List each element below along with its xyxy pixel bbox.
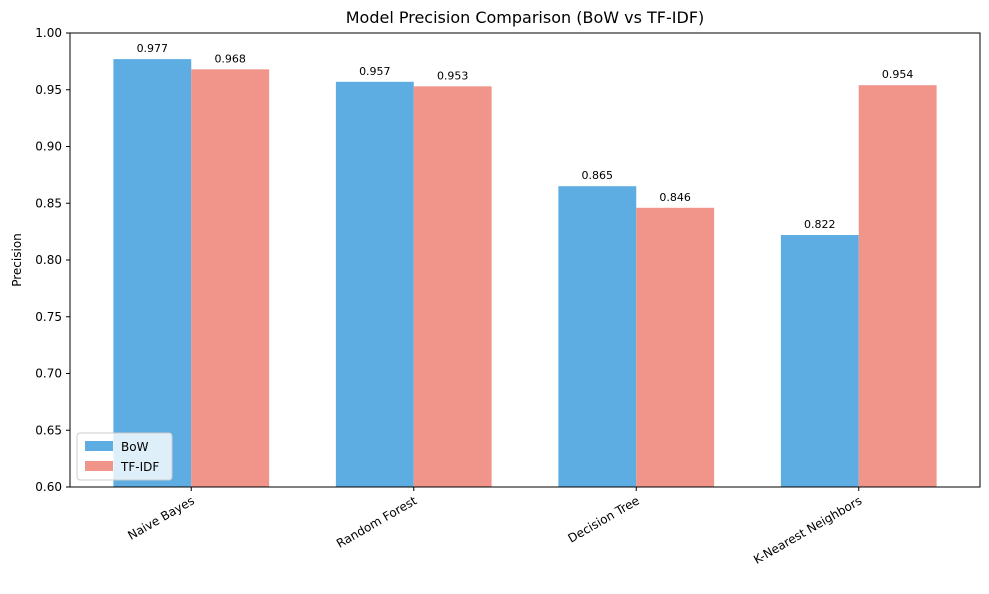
- bar-bow-1: [335, 81, 414, 488]
- y-tick-label: 0.75: [35, 310, 62, 324]
- y-tick-label: 0.80: [35, 253, 62, 267]
- legend-label: TF-IDF: [120, 460, 159, 474]
- y-tick-label: 1.00: [35, 26, 62, 40]
- bar-value-label: 0.957: [359, 65, 391, 78]
- bar-tf-idf-1: [413, 86, 492, 487]
- bar-value-label: 0.865: [582, 169, 614, 182]
- bar-value-label: 0.822: [804, 218, 836, 231]
- x-tick-label: K-Nearest Neighbors: [751, 493, 864, 566]
- y-tick-label: 0.70: [35, 367, 62, 381]
- bar-tf-idf-3: [858, 85, 937, 488]
- bar-bow-0: [113, 59, 192, 487]
- x-tick-label: Random Forest: [334, 493, 419, 550]
- x-tick-label: Naive Bayes: [125, 493, 196, 542]
- bar-tf-idf-0: [191, 69, 270, 487]
- x-tick-label: Decision Tree: [566, 493, 642, 545]
- legend-label: BoW: [121, 440, 149, 454]
- chart-title: Model Precision Comparison (BoW vs TF-ID…: [346, 8, 705, 27]
- y-axis-label: Precision: [10, 233, 24, 287]
- x-axis-ticks: Naive Bayes Random Forest Decision Tree K-N…: [125, 487, 864, 567]
- bar-tf-idf-2: [636, 207, 715, 488]
- y-tick-label: 0.85: [35, 196, 62, 210]
- bar-value-labels: 0.977 0.957 0.865 0.822 0.968 0.953 0.846 0.954: [137, 42, 914, 231]
- bars: [113, 59, 937, 488]
- legend-swatch: [85, 441, 113, 451]
- bar-value-label: 0.846: [659, 191, 691, 204]
- y-tick-label: 0.95: [35, 83, 62, 97]
- bar-bow-2: [558, 186, 637, 487]
- y-tick-label: 0.60: [35, 480, 62, 494]
- bar-value-label: 0.953: [437, 69, 469, 82]
- legend-swatch: [85, 461, 113, 471]
- bar-value-label: 0.968: [214, 52, 246, 65]
- bar-bow-3: [780, 235, 859, 487]
- y-axis-ticks: 0.60 0.65 0.70 0.75 0.80 0.85 0.90 0.95 1.00: [35, 26, 70, 494]
- y-tick-label: 0.65: [35, 423, 62, 437]
- bar-value-label: 0.977: [137, 42, 169, 55]
- y-tick-label: 0.90: [35, 140, 62, 154]
- legend: BoW TF-IDF: [76, 432, 173, 481]
- bar-value-label: 0.954: [882, 68, 914, 81]
- plot-frame: [69, 32, 981, 488]
